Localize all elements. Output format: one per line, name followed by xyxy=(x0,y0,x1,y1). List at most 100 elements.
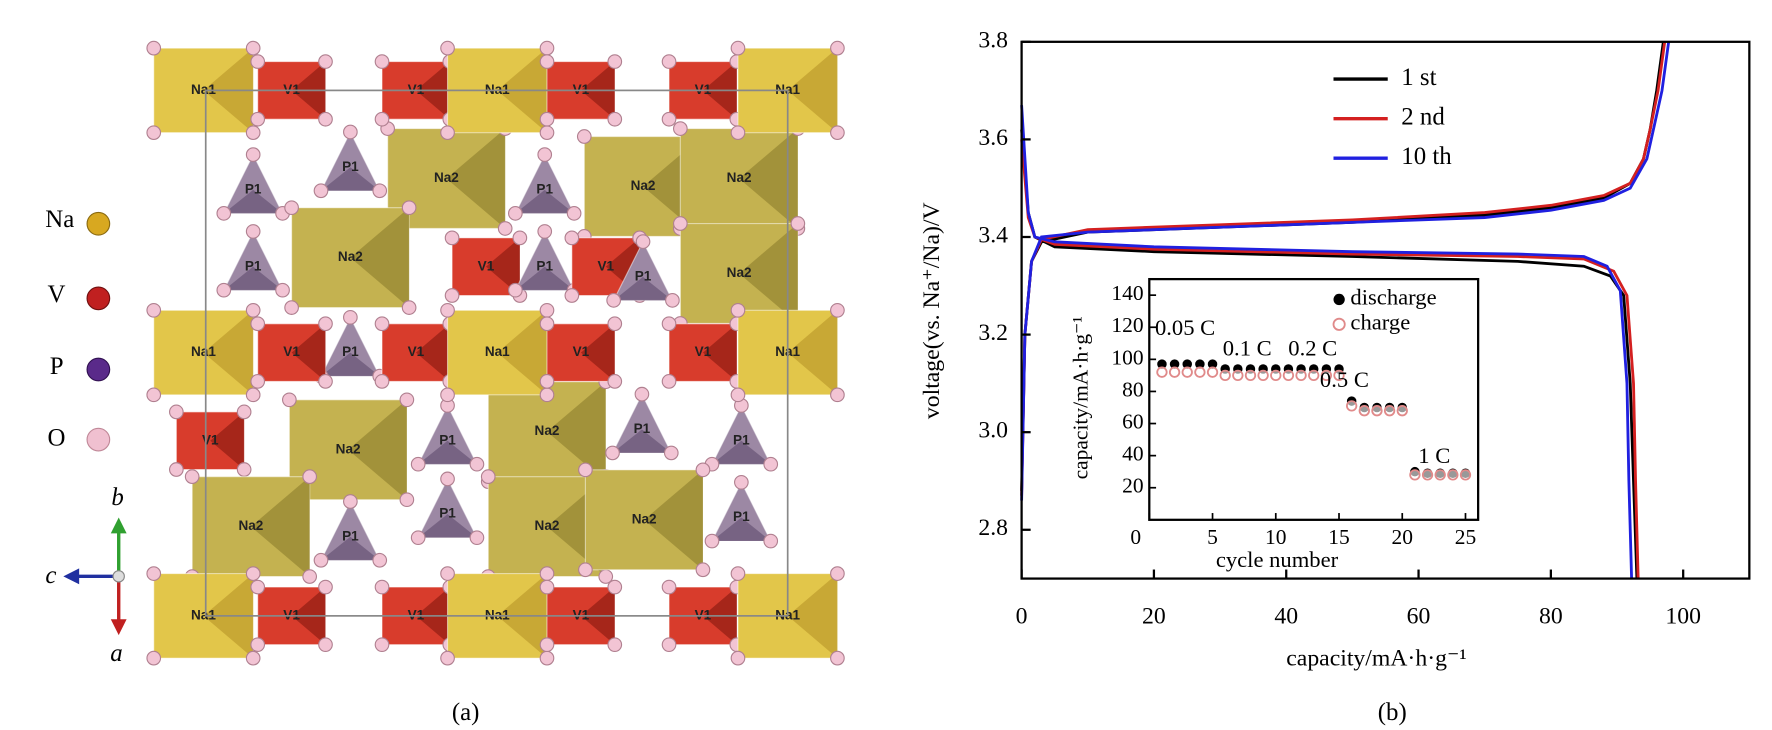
oxygen xyxy=(704,533,720,549)
oxygen xyxy=(508,206,523,221)
polyhedron-label: Na1 xyxy=(485,607,510,622)
oxygen xyxy=(245,147,261,162)
oxygen xyxy=(146,650,162,666)
shade xyxy=(418,440,477,465)
oxygen xyxy=(695,462,711,478)
shade xyxy=(320,167,380,191)
polyhedron-label: P1 xyxy=(439,432,456,447)
oxygen xyxy=(607,316,623,332)
data-point xyxy=(1181,366,1193,378)
shade xyxy=(515,266,575,291)
shade xyxy=(515,189,575,214)
unit-cell xyxy=(204,89,789,617)
oxygen xyxy=(318,374,333,389)
shade xyxy=(787,48,838,133)
oxygen xyxy=(245,125,261,141)
oxygen xyxy=(401,300,417,315)
oxygen xyxy=(607,637,623,653)
oxygen xyxy=(168,404,184,420)
data-point xyxy=(1244,369,1257,382)
shade xyxy=(348,399,407,500)
shade xyxy=(223,266,283,291)
polyhedron: P1 xyxy=(410,471,485,546)
data-point xyxy=(1308,369,1320,382)
y-tick-label: 60 xyxy=(1122,409,1143,433)
polyhedron: V1 xyxy=(444,230,528,303)
oxygen xyxy=(146,40,162,56)
axis-letter: c xyxy=(45,562,56,589)
oxygen xyxy=(146,125,162,141)
oxygen xyxy=(539,650,555,666)
polyhedron-label: P1 xyxy=(342,528,359,543)
polyhedron-label: Na1 xyxy=(191,82,216,97)
polyhedron: Na2 xyxy=(281,392,415,508)
oxygen xyxy=(399,392,415,408)
crystal-structure: P1 P1 P1 Na2 P1 Na2 Na2 Na2 V1 P1 V1 P1 Na2 P1 V1 Na2 P1… xyxy=(146,40,845,666)
legend-marker xyxy=(1332,317,1346,331)
polyhedron-label: Na1 xyxy=(485,344,510,359)
oxygen xyxy=(539,125,555,141)
oxygen xyxy=(184,469,200,484)
shade xyxy=(711,440,771,465)
shade xyxy=(418,514,477,538)
oxygen xyxy=(444,230,460,246)
caption: (b) xyxy=(1378,699,1407,726)
polyhedron: P1 xyxy=(605,386,679,461)
oxygen xyxy=(539,566,555,581)
axis-letter: a xyxy=(110,640,122,667)
polyhedron-label: V1 xyxy=(283,82,300,97)
x-tick-label: 0 xyxy=(1130,525,1141,549)
shade xyxy=(739,128,798,229)
caption: (a) xyxy=(452,699,480,726)
oxygen xyxy=(343,124,358,140)
polyhedron-label: P1 xyxy=(634,421,651,436)
oxygen xyxy=(440,387,455,403)
data-point xyxy=(1257,369,1269,382)
oxygen xyxy=(146,387,162,403)
inset-frame xyxy=(1148,277,1480,521)
y-tick-label: 2.8 xyxy=(978,515,1008,541)
polyhedron-label: V1 xyxy=(597,258,614,273)
oxygen xyxy=(245,302,261,318)
shade xyxy=(203,310,254,395)
oxygen xyxy=(374,579,390,595)
polyhedron: P1 xyxy=(216,224,290,298)
polyhedron-label: V1 xyxy=(408,82,425,97)
oxygen xyxy=(730,566,746,581)
x-tick-label: 15 xyxy=(1328,525,1349,549)
oxygen xyxy=(372,183,388,199)
oxygen xyxy=(440,650,455,666)
oxygen xyxy=(695,562,711,578)
data-point xyxy=(1346,400,1358,412)
oxygen xyxy=(730,125,746,141)
data-point xyxy=(1207,359,1218,369)
polyhedron-label: Na2 xyxy=(631,178,656,193)
polyhedron-label: P1 xyxy=(342,159,359,174)
oxygen xyxy=(245,566,261,581)
polyhedron: V1 xyxy=(250,316,333,389)
legend-label: O xyxy=(48,424,66,451)
oxygen xyxy=(284,200,299,216)
oxygen xyxy=(146,566,162,581)
oxygen xyxy=(318,637,333,653)
oxygen xyxy=(245,387,261,403)
oxygen xyxy=(281,392,297,408)
polyhedron-label: V1 xyxy=(695,344,712,359)
x-tick-label: 0 xyxy=(1016,604,1028,630)
data-point xyxy=(1320,369,1333,382)
shade xyxy=(739,223,798,324)
inset-background xyxy=(1149,279,1479,520)
oxygen xyxy=(734,474,749,490)
oxygen xyxy=(250,54,266,69)
data-point xyxy=(1409,469,1421,481)
legend-label: 10 th xyxy=(1401,143,1452,170)
shade xyxy=(711,517,771,542)
oxygen xyxy=(539,316,555,332)
x-tick-label: 100 xyxy=(1665,604,1701,630)
legend-sphere xyxy=(86,211,111,236)
oxygen xyxy=(343,494,358,509)
annotation: 0.1 C xyxy=(1223,335,1272,360)
oxygen xyxy=(539,579,555,595)
shade xyxy=(546,381,606,482)
